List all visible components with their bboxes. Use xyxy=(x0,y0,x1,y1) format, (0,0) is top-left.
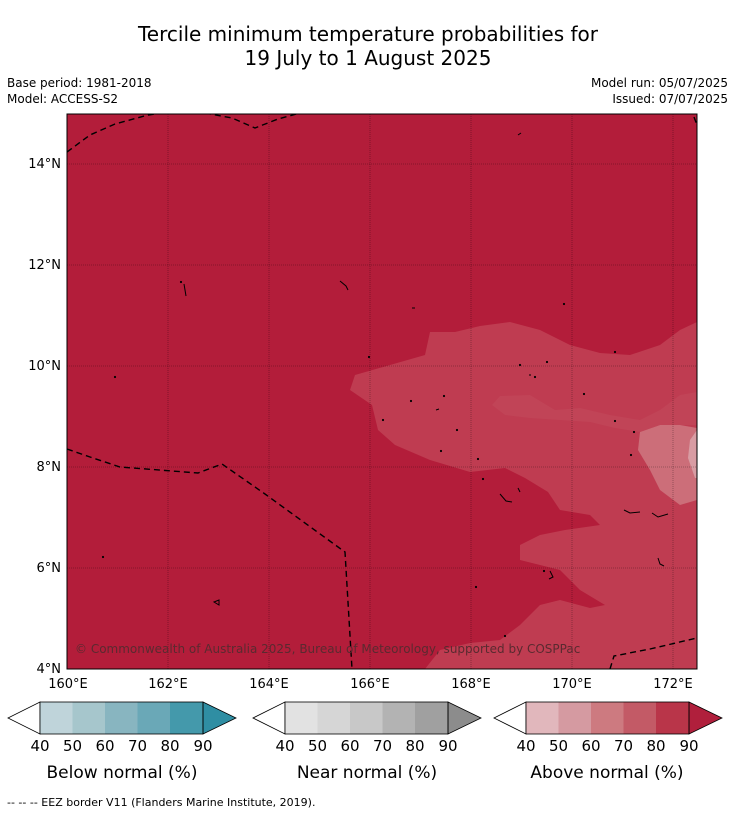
map-title: Tercile minimum temperature probabilitie… xyxy=(0,22,736,70)
cb-below-tick: 50 xyxy=(63,737,82,755)
cb-below-tick: 40 xyxy=(30,737,49,755)
cb-near-tick: 70 xyxy=(373,737,392,755)
cb-above-tick: 60 xyxy=(581,737,600,755)
cb-near-tick: 50 xyxy=(308,737,327,755)
cb-near-high-arrow xyxy=(447,701,482,735)
lon-axis: 160°E 162°E 164°E 166°E 168°E 170°E 172°… xyxy=(48,677,693,692)
base-period: Base period: 1981-2018 xyxy=(7,76,152,90)
colorbar-near: 40 50 60 70 80 90 Near normal (%) xyxy=(252,701,482,783)
map-plot-area: © Commonwealth of Australia 2025, Bureau… xyxy=(67,114,697,669)
title-line-1: Tercile minimum temperature probabilitie… xyxy=(137,22,599,46)
model-run: Model run: 05/07/2025 xyxy=(590,76,728,90)
region-above-80-inner xyxy=(492,392,697,432)
cb-near-seg xyxy=(285,702,318,734)
cb-near-low-arrow xyxy=(252,701,286,735)
cb-below-tick: 60 xyxy=(95,737,114,755)
cb-above-seg xyxy=(591,702,624,734)
lon-tick-label: 168°E xyxy=(451,677,491,692)
colorbar-above: 40 50 60 70 80 90 Above normal (%) xyxy=(493,701,723,783)
lon-tick-label: 160°E xyxy=(48,677,88,692)
cb-below-seg xyxy=(105,702,138,734)
lon-tick-label: 166°E xyxy=(350,677,390,692)
cb-above-tick: 70 xyxy=(614,737,633,755)
cb-near-seg xyxy=(317,702,350,734)
cb-below-low-arrow xyxy=(7,701,41,735)
cb-near-title: Near normal (%) xyxy=(297,763,437,783)
lon-tick-label: 162°E xyxy=(148,677,188,692)
lat-tick-label: 4°N xyxy=(37,662,62,677)
cb-below-seg xyxy=(72,702,105,734)
cb-above-tick: 50 xyxy=(549,737,568,755)
lat-tick-label: 8°N xyxy=(37,460,62,475)
cb-above-seg xyxy=(558,702,591,734)
eez-borders xyxy=(67,114,697,669)
cb-near-seg xyxy=(415,702,448,734)
lat-tick-label: 10°N xyxy=(28,359,61,374)
cb-below-seg xyxy=(137,702,170,734)
title-line-2: 19 July to 1 August 2025 xyxy=(244,46,492,70)
cb-near-seg xyxy=(382,702,415,734)
cb-near-tick: 40 xyxy=(275,737,294,755)
cb-above-seg xyxy=(526,702,559,734)
cb-above-high-arrow xyxy=(688,701,723,735)
cb-near-tick: 80 xyxy=(405,737,424,755)
lat-tick-label: 14°N xyxy=(28,157,61,172)
region-above-70 xyxy=(638,425,697,505)
model-name: Model: ACCESS-S2 xyxy=(7,92,119,106)
region-above-80 xyxy=(350,322,697,669)
lon-tick-label: 172°E xyxy=(653,677,693,692)
cb-near-tick: 90 xyxy=(438,737,457,755)
cb-above-seg xyxy=(656,702,689,734)
cb-below-title: Below normal (%) xyxy=(47,763,198,783)
cb-below-seg xyxy=(40,702,73,734)
lat-tick-label: 12°N xyxy=(28,258,61,273)
cb-near-seg xyxy=(350,702,383,734)
cb-below-seg xyxy=(170,702,203,734)
gridlines xyxy=(67,114,697,669)
colorbar-below: 40 50 60 70 80 90 Below normal (%) xyxy=(7,701,237,783)
issued-date: Issued: 07/07/2025 xyxy=(612,92,728,106)
lon-tick-label: 170°E xyxy=(552,677,592,692)
cb-below-tick: 70 xyxy=(128,737,147,755)
cb-above-tick: 90 xyxy=(679,737,698,755)
lat-axis: 14°N 12°N 10°N 8°N 6°N 4°N xyxy=(28,157,61,677)
cb-below-tick: 80 xyxy=(160,737,179,755)
lat-tick-label: 6°N xyxy=(37,561,62,576)
cb-above-low-arrow xyxy=(493,701,527,735)
cb-above-seg xyxy=(623,702,656,734)
map-frame xyxy=(66,113,698,670)
cb-near-tick: 60 xyxy=(340,737,359,755)
cb-above-title: Above normal (%) xyxy=(530,763,683,783)
cb-above-tick: 80 xyxy=(646,737,665,755)
cb-below-tick: 90 xyxy=(193,737,212,755)
region-above-60 xyxy=(688,430,697,478)
cb-below-high-arrow xyxy=(202,701,237,735)
meta-left: Base period: 1981-2018 Model: ACCESS-S2 xyxy=(7,75,152,107)
copyright-text: © Commonwealth of Australia 2025, Bureau… xyxy=(75,642,580,656)
islands xyxy=(101,132,669,638)
eez-footnote: -- -- -- EEZ border V11 (Flanders Marine… xyxy=(7,796,316,809)
lon-tick-label: 164°E xyxy=(249,677,289,692)
meta-right: Model run: 05/07/2025 Issued: 07/07/2025 xyxy=(591,75,728,107)
cb-above-tick: 40 xyxy=(516,737,535,755)
